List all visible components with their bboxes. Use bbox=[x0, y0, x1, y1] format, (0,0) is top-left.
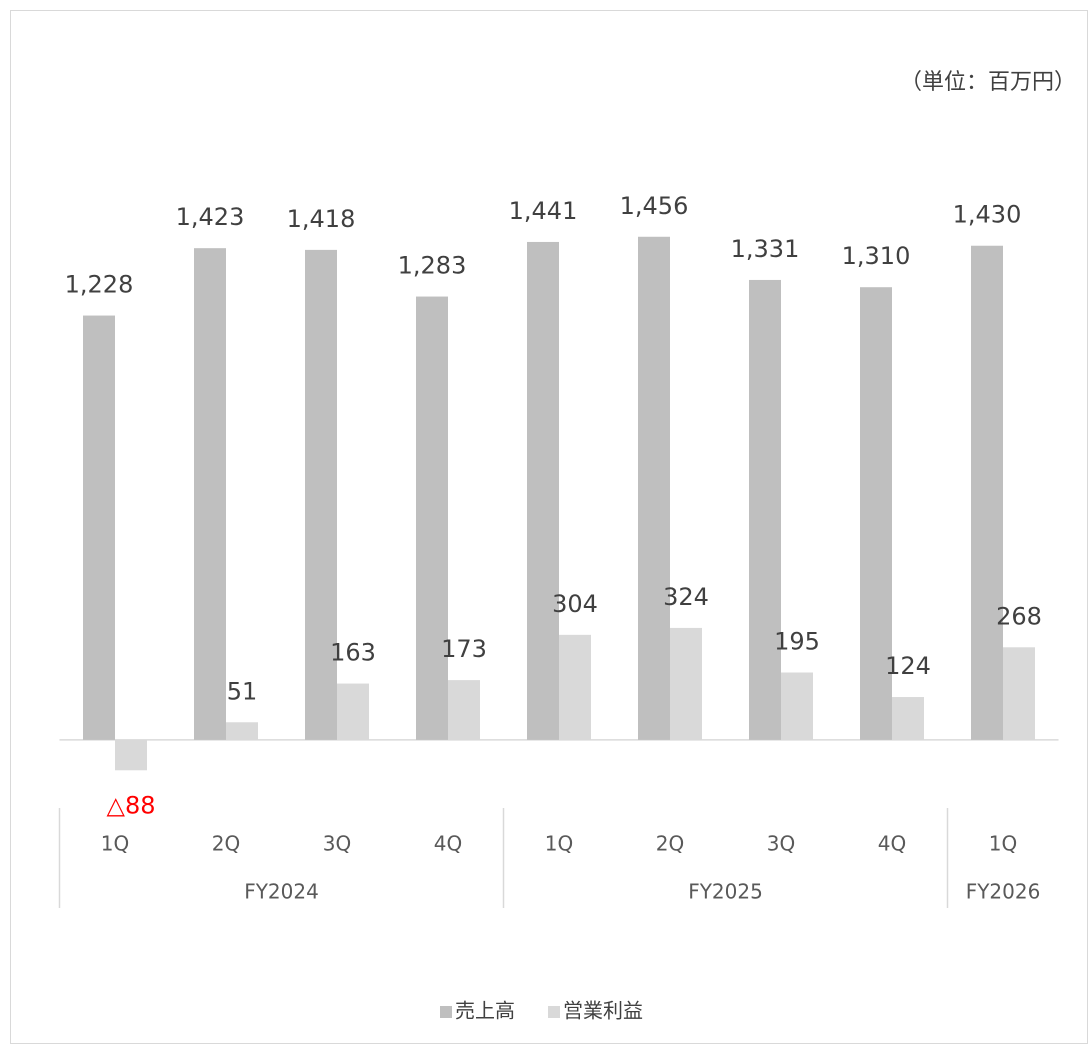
bar bbox=[226, 722, 258, 740]
bar bbox=[638, 236, 670, 740]
data-label: 304 bbox=[552, 590, 598, 618]
bar bbox=[670, 627, 702, 740]
group-label: FY2024 bbox=[244, 880, 319, 904]
x-tick-label: 4Q bbox=[434, 832, 462, 856]
chart-border bbox=[10, 10, 1088, 1044]
data-label: 1,423 bbox=[176, 203, 245, 231]
bar bbox=[860, 287, 892, 740]
bar bbox=[749, 279, 781, 740]
data-label: 324 bbox=[663, 583, 709, 611]
bar bbox=[337, 683, 369, 740]
x-tick-label: 4Q bbox=[878, 832, 906, 856]
data-label: 51 bbox=[227, 677, 258, 705]
data-label: 268 bbox=[996, 602, 1042, 630]
x-tick-label: 1Q bbox=[989, 832, 1017, 856]
bar bbox=[1003, 647, 1035, 740]
bar bbox=[527, 241, 559, 740]
bar bbox=[971, 245, 1003, 740]
x-tick-label: 3Q bbox=[767, 832, 795, 856]
x-tick-label: 2Q bbox=[212, 832, 240, 856]
bar bbox=[83, 315, 115, 740]
legend-label: 営業利益 bbox=[563, 999, 643, 1023]
x-tick-label: 3Q bbox=[323, 832, 351, 856]
bar bbox=[115, 739, 147, 771]
legend-swatch bbox=[440, 1006, 452, 1018]
x-tick-label: 1Q bbox=[101, 832, 129, 856]
data-label: 1,418 bbox=[287, 205, 356, 233]
data-label: 1,331 bbox=[731, 235, 800, 263]
bar bbox=[781, 672, 813, 740]
bar bbox=[892, 697, 924, 740]
bar bbox=[194, 248, 226, 740]
data-label: 1,283 bbox=[398, 252, 467, 280]
x-tick-label: 1Q bbox=[545, 832, 573, 856]
data-label: 1,228 bbox=[65, 271, 134, 299]
group-label: FY2026 bbox=[966, 880, 1041, 904]
unit-label: （単位：百万円） bbox=[900, 70, 1076, 95]
bar bbox=[448, 680, 480, 740]
data-label: 124 bbox=[885, 652, 931, 680]
data-label: 1,456 bbox=[620, 192, 689, 220]
bar bbox=[305, 249, 337, 740]
bar bbox=[416, 296, 448, 740]
data-label: 173 bbox=[441, 635, 487, 663]
data-label: 1,310 bbox=[842, 242, 911, 270]
legend-swatch bbox=[548, 1006, 560, 1018]
data-label: 163 bbox=[330, 639, 376, 667]
group-label: FY2025 bbox=[688, 880, 763, 904]
bar bbox=[559, 634, 591, 740]
x-tick-label: 2Q bbox=[656, 832, 684, 856]
data-label: 195 bbox=[774, 628, 820, 656]
legend-label: 売上高 bbox=[455, 999, 515, 1023]
data-label: 1,430 bbox=[953, 201, 1022, 229]
data-label: △88 bbox=[107, 791, 156, 819]
data-label: 1,441 bbox=[509, 197, 578, 225]
